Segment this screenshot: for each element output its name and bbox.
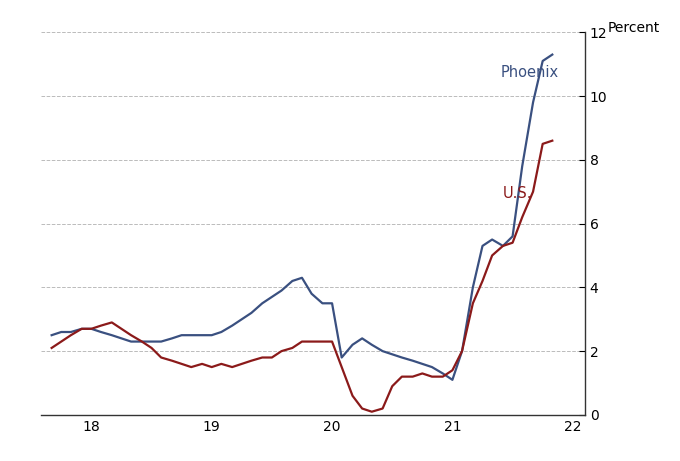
Text: Phoenix: Phoenix [500, 65, 559, 80]
Text: Percent: Percent [607, 21, 660, 35]
Text: U.S.: U.S. [503, 186, 532, 201]
